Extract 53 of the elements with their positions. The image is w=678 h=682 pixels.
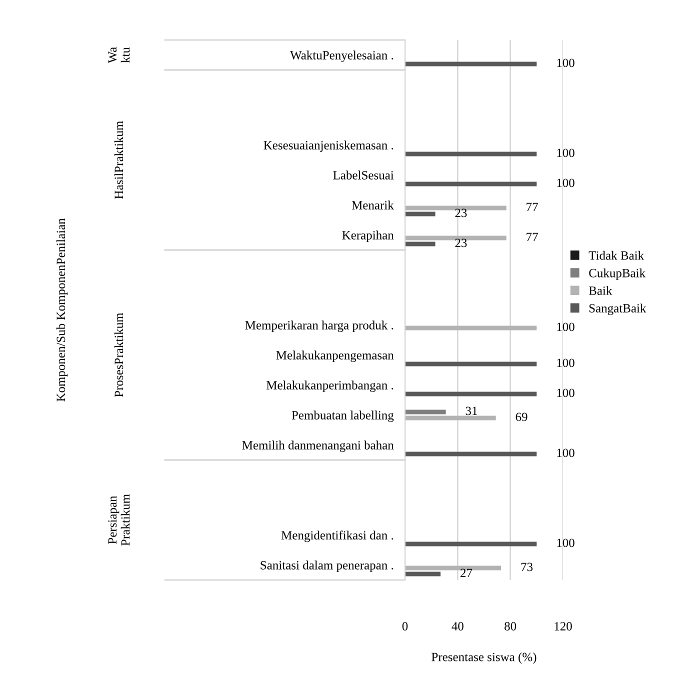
text: Wa ktu	[108, 47, 130, 64]
bar	[405, 392, 537, 396]
bar	[405, 62, 537, 66]
text: Komponen/Sub KomponenPenilaian	[56, 218, 68, 402]
x-tick-label: 120	[554, 622, 572, 630]
text: ProsesPraktikum	[114, 312, 124, 397]
y-tick-label: Pembuatan labelling	[292, 410, 394, 422]
bar	[405, 572, 441, 576]
data-label: 100	[557, 58, 574, 68]
bar	[405, 362, 537, 366]
y-tick-label: Kesesuaianjeniskemasan .	[264, 140, 394, 152]
legend-label: CukupBaik	[589, 268, 646, 280]
y-tick-label: Melakukanperimbangan .	[266, 380, 394, 392]
x-tick-label: 40	[452, 622, 464, 630]
data-label: 100	[557, 538, 574, 548]
data-label: 100	[557, 178, 574, 188]
y-tick-label: WaktuPenyelesaian .	[290, 50, 394, 62]
y-tick-label: Mengidentifikasi dan .	[281, 530, 394, 542]
legend-label: SangatBaik	[589, 304, 646, 316]
bar	[405, 326, 537, 330]
bar	[405, 182, 537, 186]
y-tick-label: Memilih danmenangani bahan	[242, 440, 394, 452]
data-label: 77	[526, 202, 538, 212]
bar	[405, 152, 537, 156]
data-label: 100	[557, 358, 574, 368]
legend-label: Baik	[588, 286, 612, 295]
legend-label: Tidak Baik	[588, 250, 644, 260]
bar	[405, 242, 436, 246]
data-label: 31	[466, 406, 478, 416]
bar	[405, 416, 496, 420]
data-label: 100	[557, 388, 574, 398]
y-tick-label: Memperikaran harga produk .	[245, 320, 394, 332]
data-label: 100	[557, 322, 574, 332]
y-tick-label: Sanitasi dalam penerapan .	[260, 560, 394, 572]
text: Persiapan Praktikum	[108, 494, 130, 546]
data-label: 23	[455, 208, 467, 218]
y-tick-label: Melakukanpengemasan	[276, 350, 394, 362]
bar	[405, 410, 446, 414]
data-label: 77	[526, 232, 538, 242]
x-axis-title: Presentase siswa (%)	[432, 652, 536, 664]
y-tick-label: Kerapihan	[342, 230, 394, 242]
data-label: 69	[516, 412, 528, 422]
y-tick-label: LabelSesuai	[333, 170, 394, 180]
data-label: 100	[557, 148, 574, 158]
x-tick-label: 80	[504, 622, 516, 630]
data-label: 27	[460, 568, 472, 578]
x-tick-label: 0	[402, 622, 408, 630]
bar	[405, 206, 506, 210]
y-tick-label: Menarik	[352, 200, 394, 210]
data-label: 100	[557, 448, 574, 458]
text: HasilPraktikum	[114, 120, 124, 199]
data-label: 23	[455, 238, 467, 248]
data-label: 73	[521, 562, 533, 572]
